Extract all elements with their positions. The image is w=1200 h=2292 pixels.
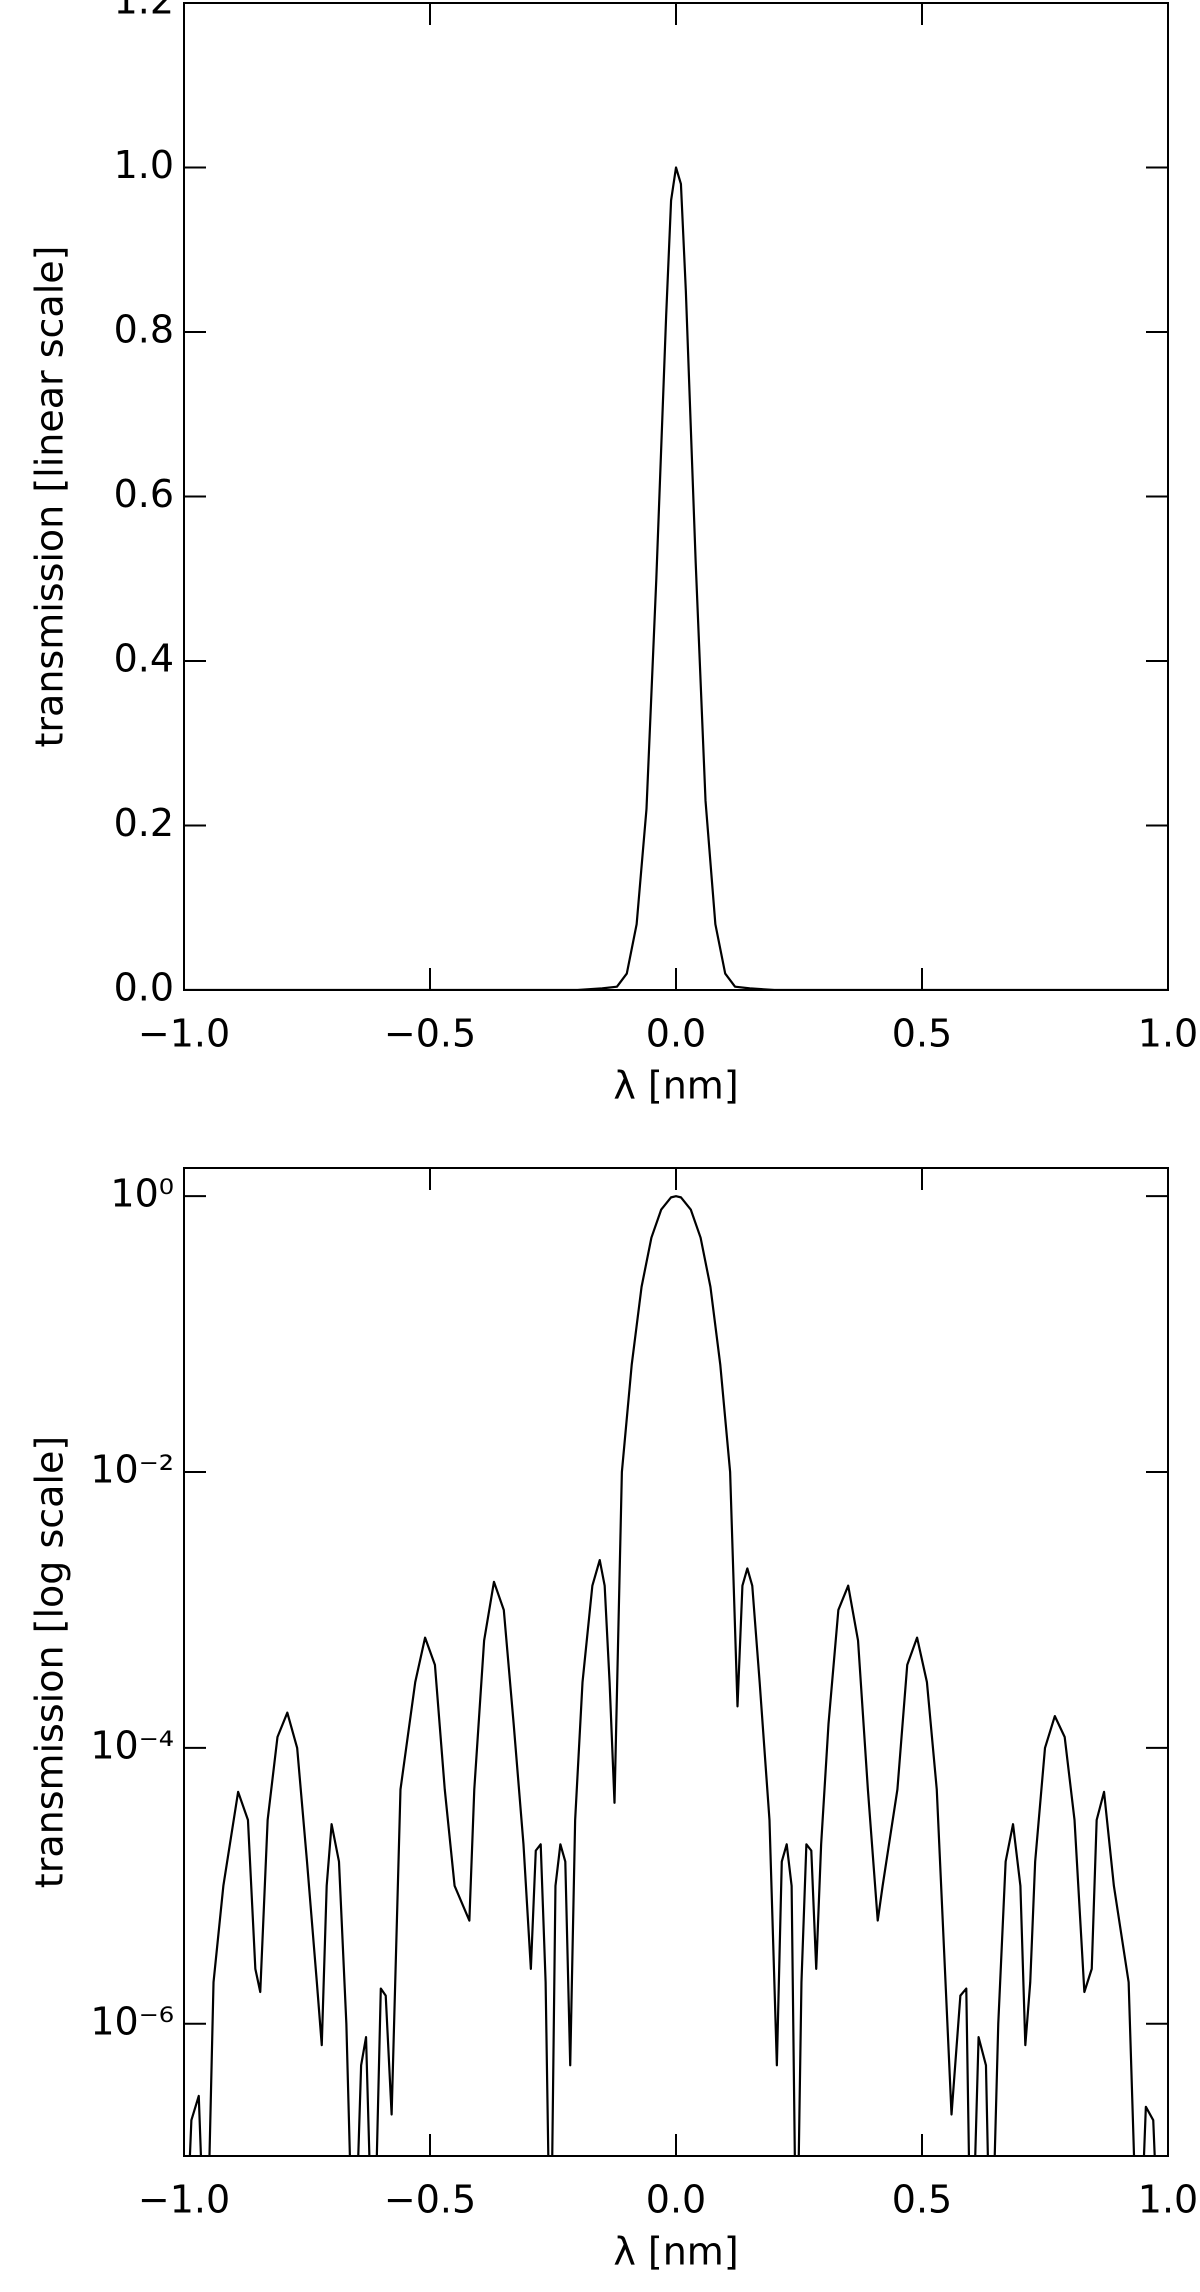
- x-tick-label: −1.0: [138, 1012, 230, 1056]
- x-tick-label: −1.0: [138, 2178, 230, 2222]
- y-tick-label: 0.0: [114, 966, 174, 1010]
- x-tick-label: 1.0: [1138, 1012, 1198, 1056]
- y-tick-label: 10⁻⁶: [90, 1999, 174, 2043]
- y-tick-label: 0.4: [114, 637, 174, 681]
- x-tick-label: −0.5: [384, 1012, 476, 1056]
- plot-frame: [183, 2, 1169, 991]
- data-line: [184, 166, 1168, 990]
- x-tick-label: 0.0: [646, 2178, 706, 2222]
- y-tick-label: 1.0: [114, 143, 174, 187]
- x-tick-label: 0.5: [892, 1012, 952, 1056]
- plot-frame: [183, 1167, 1169, 2157]
- y-tick-label: 0.6: [114, 472, 174, 516]
- data-line: [188, 1195, 1156, 2156]
- y-tick-label: 1.2: [114, 0, 174, 23]
- y-axis-label: transmission [log scale]: [28, 1436, 72, 1888]
- y-tick-label: 0.2: [114, 801, 174, 845]
- y-axis-label: transmission [linear scale]: [28, 246, 72, 748]
- y-tick-label: 0.8: [114, 308, 174, 352]
- x-tick-label: 0.0: [646, 1012, 706, 1056]
- x-axis-label: λ [nm]: [613, 2230, 738, 2274]
- x-tick-label: 1.0: [1138, 2178, 1198, 2222]
- y-tick-label: 10⁻²: [90, 1448, 174, 1492]
- x-tick-label: 0.5: [892, 2178, 952, 2222]
- y-tick-label: 10⁰: [110, 1172, 174, 1216]
- x-tick-label: −0.5: [384, 2178, 476, 2222]
- panel: −1.0 −0.5 0.0 0.5 1.0 0.0 0.2 0.4 0.6 0.8 1.0 1.2 λ …: [28, 0, 1199, 1108]
- x-axis-label: λ [nm]: [613, 1064, 738, 1108]
- panel: −1.0 −0.5 0.0 0.5 1.0 10⁰ 10⁻² 10⁻⁴ 10⁻⁶ λ [nm] tr…: [28, 1167, 1198, 2274]
- y-tick-label: 10⁻⁴: [90, 1723, 174, 1767]
